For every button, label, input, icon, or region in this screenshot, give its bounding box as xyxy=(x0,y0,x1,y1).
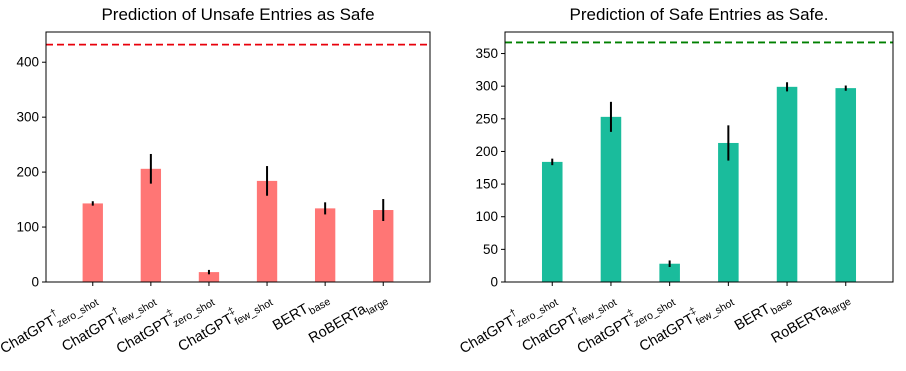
y-tick-label: 100 xyxy=(475,209,498,224)
bar xyxy=(659,263,680,282)
bar xyxy=(256,180,278,282)
axes-frame xyxy=(45,31,431,283)
y-tick-label: 400 xyxy=(16,55,39,70)
axes-frame xyxy=(504,31,894,283)
x-tick-label: ChatGPT†zero_shot xyxy=(0,286,101,361)
y-tick-label: 350 xyxy=(475,46,498,61)
x-tick-label: RoBERTalarge xyxy=(769,290,854,350)
y-tick-label: 200 xyxy=(475,144,498,159)
bar xyxy=(835,88,857,282)
x-tick-label: RoBERTalarge xyxy=(306,290,391,350)
x-tick-label: ChatGPT†zero_shot xyxy=(455,286,560,361)
bar xyxy=(198,272,220,282)
y-tick-label: 250 xyxy=(475,111,498,126)
bar xyxy=(373,210,394,282)
bar xyxy=(140,168,162,282)
y-tick-label: 0 xyxy=(490,275,498,290)
chart-title: Prediction of Safe Entries as Safe. xyxy=(570,5,829,24)
chart-unsafe-as-safe: Prediction of Unsafe Entries as Safe 0 100… xyxy=(0,5,431,361)
bar xyxy=(314,208,336,282)
bar xyxy=(82,203,103,282)
bar xyxy=(718,142,739,282)
bar xyxy=(600,116,622,282)
y-tick-label: 0 xyxy=(31,275,39,290)
y-tick-label: 200 xyxy=(16,165,39,180)
bar xyxy=(541,161,563,282)
y-tick-label: 300 xyxy=(16,110,39,125)
chart-title: Prediction of Unsafe Entries as Safe xyxy=(101,5,374,24)
y-tick-label: 100 xyxy=(16,220,39,235)
y-tick-label: 150 xyxy=(475,177,498,192)
y-tick-label: 50 xyxy=(483,242,498,257)
chart-safe-as-safe: Prediction of Safe Entries as Safe. 0 50 10… xyxy=(455,5,894,361)
y-tick-label: 300 xyxy=(475,79,498,94)
bar xyxy=(776,86,798,282)
